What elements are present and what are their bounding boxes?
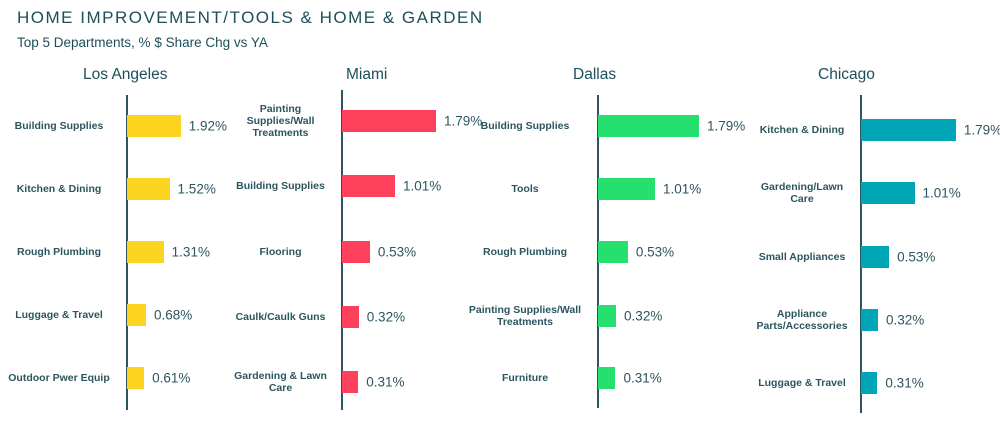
category-label: Luggage & Travel [15, 309, 103, 321]
data-label: 0.32% [366, 309, 406, 325]
chart-title: HOME IMPROVEMENT/TOOLS & HOME & GARDEN [17, 8, 484, 27]
data-label: 0.68% [154, 307, 193, 323]
category-label: Rough Plumbing [17, 246, 101, 258]
category-label: Small Appliances [758, 251, 846, 263]
category-label: Caulk/Caulk Guns [235, 311, 326, 323]
bar [598, 367, 616, 389]
data-label: 0.53% [377, 244, 417, 260]
bar [342, 241, 370, 263]
data-label: 0.31% [623, 370, 662, 386]
category-label: Luggage & Travel [758, 377, 846, 389]
bar [861, 372, 878, 394]
bar [127, 178, 170, 200]
bar [861, 182, 915, 204]
data-label: 1.79% [706, 118, 746, 134]
bar [861, 309, 878, 331]
panel-title: Los Angeles [83, 66, 168, 83]
bar [342, 175, 396, 197]
axis-line [126, 95, 128, 410]
category-label: Appliance Parts/Accessories [756, 308, 848, 332]
bar [127, 367, 145, 389]
axis-line [597, 95, 599, 408]
data-label: 1.01% [662, 181, 702, 197]
data-label: 0.53% [897, 249, 936, 265]
category-label: Painting Supplies/Wall Treatments [246, 103, 315, 139]
data-label: 1.92% [188, 118, 228, 134]
category-label: Gardening & Lawn Care [234, 370, 327, 394]
bar [861, 119, 956, 141]
category-label: Rough Plumbing [483, 246, 567, 258]
category-label: Furniture [501, 372, 549, 384]
bar [342, 371, 359, 393]
data-label: 0.32% [885, 312, 925, 328]
category-label: Tools [511, 183, 539, 195]
chart-subtitle: Top 5 Departments, % $ Share Chg vs YA [17, 35, 268, 50]
panel-title: Dallas [573, 66, 617, 83]
category-label: Kitchen & Dining [16, 183, 102, 195]
bar [861, 246, 890, 268]
bar [127, 241, 164, 263]
bar [598, 241, 628, 263]
data-label: 0.32% [624, 308, 663, 324]
data-label: 1.79% [963, 122, 1000, 138]
category-label: Building Supplies [480, 120, 570, 132]
bar [127, 115, 181, 137]
bar [598, 115, 699, 137]
category-label: Flooring [259, 246, 302, 258]
data-label: 0.31% [366, 374, 405, 390]
bar [598, 178, 655, 200]
data-label: 0.61% [152, 370, 191, 386]
panel-title: Chicago [818, 66, 875, 83]
category-label: Gardening/Lawn Care [760, 181, 844, 205]
category-label: Painting Supplies/Wall Treatments [468, 304, 582, 328]
bar [342, 110, 436, 132]
data-label: 1.01% [922, 185, 961, 201]
panel-title: Miami [346, 66, 388, 83]
category-label: Outdoor Pwer Equip [8, 372, 110, 384]
data-label: 1.31% [171, 244, 210, 260]
category-label: Building Supplies [14, 120, 104, 132]
data-label: 0.31% [885, 375, 924, 391]
category-label: Kitchen & Dining [759, 124, 845, 136]
bar [598, 305, 617, 327]
data-label: 0.53% [635, 244, 675, 260]
data-label: 1.52% [177, 181, 216, 197]
category-label: Building Supplies [236, 180, 325, 192]
data-label: 1.01% [403, 178, 442, 194]
bar [342, 306, 359, 328]
axis-line [341, 90, 343, 410]
bar [127, 304, 147, 326]
axis-line [860, 95, 862, 413]
data-label: 1.79% [443, 113, 483, 129]
